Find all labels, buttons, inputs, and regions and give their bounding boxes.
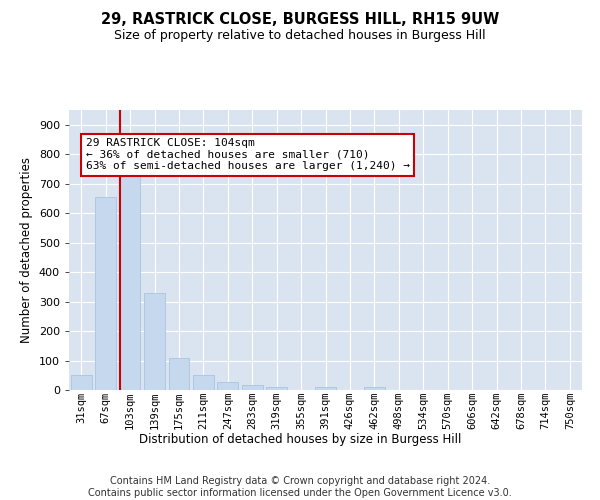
Bar (315, 387, 336, 390)
Text: Distribution of detached houses by size in Burgess Hill: Distribution of detached houses by size … (139, 432, 461, 446)
Bar (242, 385, 263, 390)
Bar (169, 358, 190, 390)
Bar (266, 387, 287, 390)
Text: Contains HM Land Registry data © Crown copyright and database right 2024.
Contai: Contains HM Land Registry data © Crown c… (88, 476, 512, 498)
Text: 29, RASTRICK CLOSE, BURGESS HILL, RH15 9UW: 29, RASTRICK CLOSE, BURGESS HILL, RH15 9… (101, 12, 499, 28)
Text: Size of property relative to detached houses in Burgess Hill: Size of property relative to detached ho… (114, 29, 486, 42)
Y-axis label: Number of detached properties: Number of detached properties (20, 157, 33, 343)
Bar (95, 197, 116, 390)
Bar (71, 376, 92, 390)
Bar (364, 387, 385, 390)
Bar (119, 170, 140, 390)
Bar (144, 294, 165, 390)
Bar (193, 376, 214, 390)
Text: 29 RASTRICK CLOSE: 104sqm
← 36% of detached houses are smaller (710)
63% of semi: 29 RASTRICK CLOSE: 104sqm ← 36% of detac… (86, 138, 410, 171)
Bar (217, 382, 238, 390)
